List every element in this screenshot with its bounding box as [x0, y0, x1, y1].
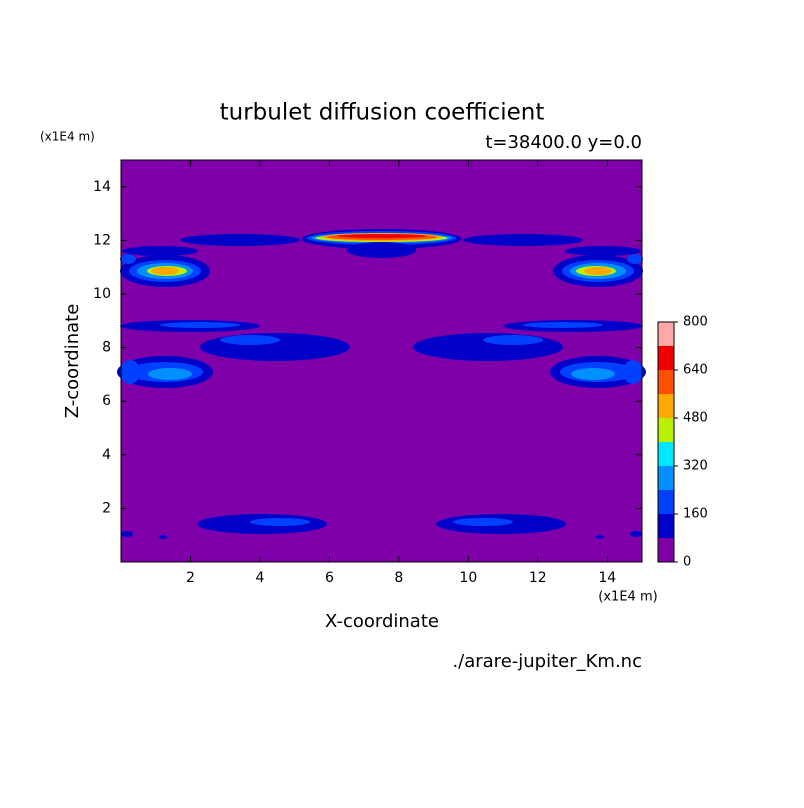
x-tick-label: 2 — [186, 570, 195, 586]
x-tick-label: 6 — [325, 570, 334, 586]
plot-frame — [120, 159, 643, 563]
contour-fill — [413, 333, 563, 361]
x-tick-label: 8 — [394, 570, 403, 586]
contour-fill — [122, 246, 198, 256]
chart-title: turbulet diffusion coefficient — [220, 100, 545, 126]
contour-fill — [623, 360, 643, 384]
y-unit: (x1E4 m) — [40, 130, 95, 144]
contour-fill — [120, 360, 140, 384]
contour-fill — [200, 333, 350, 361]
contour-fill — [120, 254, 136, 264]
colorbar-tick-label: 160 — [683, 507, 708, 522]
colorbar-tick-label: 640 — [683, 363, 708, 378]
x-tick-label: 12 — [529, 570, 547, 586]
contour-fill — [159, 535, 167, 539]
colorbar-swatch — [658, 394, 674, 418]
contour-fill — [453, 518, 513, 526]
colorbar-tick-label: 800 — [683, 315, 708, 330]
colorbar-swatch — [658, 346, 674, 370]
contour-fill — [220, 335, 280, 345]
colorbar-frame — [657, 321, 675, 563]
y-tick-label: 4 — [102, 447, 111, 463]
contour-fill — [483, 335, 543, 345]
subtitle: t=38400.0 y=0.0 — [485, 132, 642, 153]
colorbar-swatch — [658, 514, 674, 538]
contour-fill — [584, 267, 612, 275]
colorbar-swatch — [658, 442, 674, 466]
source: ./arare-jupiter_Km.nc — [452, 651, 642, 672]
plot-area — [117, 160, 646, 562]
colorbar-tick-label: 0 — [683, 555, 691, 570]
colorbar-tick-label: 480 — [683, 411, 708, 426]
contour-fill — [148, 368, 192, 380]
x-axis-label: X-coordinate — [325, 611, 439, 632]
x-unit: (x1E4 m) — [598, 590, 657, 605]
contour-fill — [571, 368, 615, 380]
contour-fill — [160, 322, 240, 328]
y-tick-label: 8 — [102, 340, 111, 356]
x-tick-label: 4 — [255, 570, 264, 586]
contour-fill — [151, 267, 179, 275]
colorbar-swatch — [658, 466, 674, 490]
y-tick-label: 14 — [93, 179, 111, 195]
colorbar-tick-label: 320 — [683, 459, 708, 474]
x-tick-label: 14 — [598, 570, 616, 586]
contour-fill — [565, 246, 641, 256]
y-axis-label: Z-coordinate — [62, 304, 83, 419]
colorbar-swatch — [658, 418, 674, 442]
contour-fill — [346, 242, 417, 258]
contour-fill — [463, 234, 583, 246]
colorbar-swatch — [658, 490, 674, 514]
colorbar-swatch — [658, 538, 674, 562]
contour-fill — [523, 322, 603, 328]
contour-fill — [250, 518, 310, 526]
colorbar: 0 160 320 480 640 800 — [657, 315, 708, 570]
contour-fill — [627, 254, 643, 264]
contour-fill — [336, 234, 427, 238]
contour-fill — [121, 531, 133, 537]
y-tick-label: 6 — [102, 393, 111, 409]
y-tick-label: 12 — [93, 232, 111, 248]
x-tick-label: 10 — [459, 570, 477, 586]
colorbar-swatch — [658, 322, 674, 346]
contour-fill — [596, 535, 604, 539]
contour-fill — [180, 234, 300, 246]
contour-fill — [630, 531, 642, 537]
colorbar-swatch — [658, 370, 674, 394]
y-tick-label: 2 — [102, 500, 111, 516]
contour-fill — [121, 160, 642, 562]
y-tick-label: 10 — [93, 286, 111, 302]
